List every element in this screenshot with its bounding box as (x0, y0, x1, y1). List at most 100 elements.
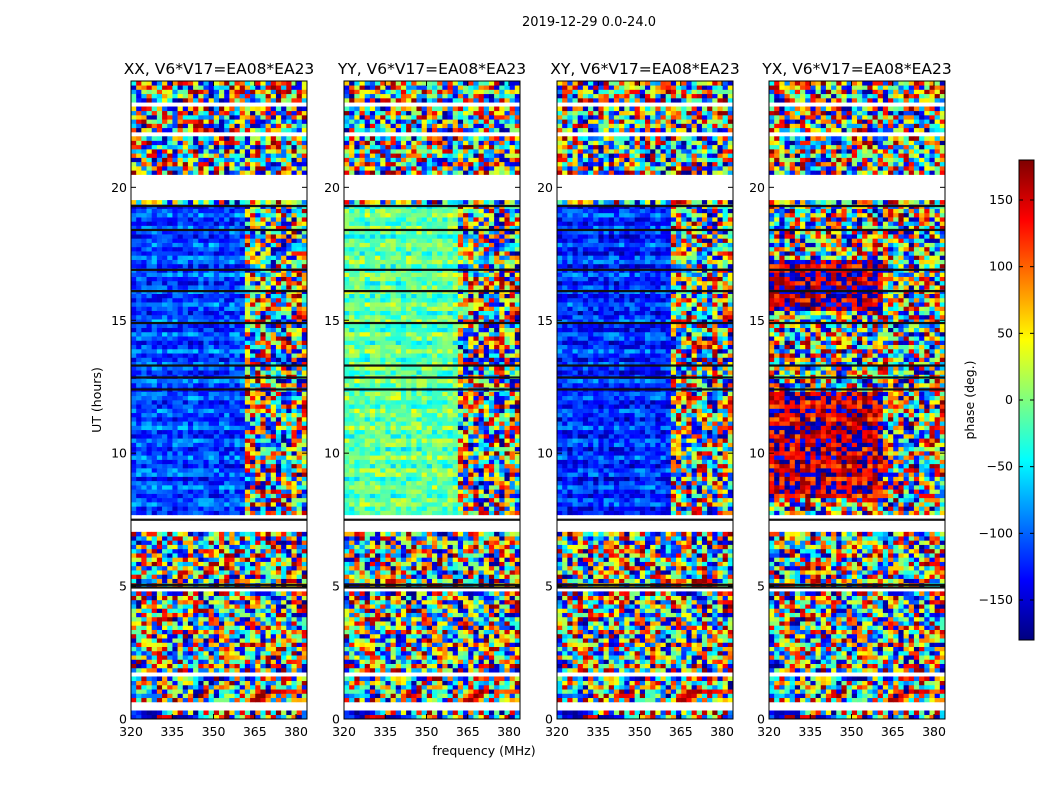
band-line (769, 376, 945, 379)
band-line (131, 290, 307, 293)
x-tick-label: 380 (710, 724, 734, 739)
y-axis-label: UT (hours) (89, 367, 104, 433)
colorbar-tick-label: −100 (979, 525, 1013, 540)
band-line (557, 268, 733, 271)
x-tick-label: 335 (373, 724, 397, 739)
x-tick-label: 365 (456, 724, 480, 739)
band-line (769, 290, 945, 293)
colorbar-tick-label: 100 (989, 259, 1013, 274)
panel-title-xy: XY, V6*V17=EA08*EA23 (550, 60, 739, 78)
colorbar: −150 −100 −50 0 50 100 150 (979, 159, 1035, 641)
band-line (557, 518, 733, 521)
x-tick-label: 335 (160, 724, 184, 739)
band-line (769, 228, 945, 232)
colorbar-label: phase (deg.) (962, 361, 977, 440)
x-tick-label: 380 (922, 724, 946, 739)
band-line (769, 586, 945, 589)
panels: XX, V6*V17=EA08*EA23 320 335 350 365 380 0 5 10 1… (111, 60, 952, 739)
band-line (557, 321, 733, 325)
y-tick-label: 20 (537, 180, 553, 195)
x-tick-label: 320 (332, 724, 356, 739)
y-tick-label: 5 (757, 579, 765, 594)
band-line (344, 388, 520, 391)
band-line (131, 518, 307, 521)
colorbar-tick-label: −150 (979, 592, 1013, 607)
band-line (131, 586, 307, 589)
heatmap-yx (769, 81, 946, 720)
y-tick-label: 5 (332, 579, 340, 594)
band-line (557, 388, 733, 391)
panel-xx: XX, V6*V17=EA08*EA23 320 335 350 365 380 0 5 10 1… (111, 60, 314, 739)
y-tick-label: 10 (537, 446, 553, 461)
panel-title-yx: YX, V6*V17=EA08*EA23 (761, 60, 951, 78)
band-line (344, 204, 520, 208)
panel-frame (130, 80, 308, 720)
x-tick-label: 350 (415, 724, 439, 739)
band-line (131, 364, 307, 367)
panel-xy: XY, V6*V17=EA08*EA23 320 335 350 365 380 0 5 10 1… (537, 60, 740, 739)
x-axis-label: frequency (MHz) (432, 743, 535, 758)
x-tick-label: 380 (284, 724, 308, 739)
panel-title-xx: XX, V6*V17=EA08*EA23 (124, 60, 315, 78)
band-line (769, 583, 945, 586)
panel-yx: YX, V6*V17=EA08*EA23 320 335 350 365 380 0 5 10 1… (749, 60, 952, 739)
heatmap-yy (344, 81, 521, 720)
panel-frame (556, 80, 734, 720)
band-line (769, 364, 945, 367)
band-line (344, 228, 520, 232)
band-line (344, 268, 520, 271)
band-line (769, 321, 945, 325)
band-line (557, 583, 733, 586)
x-tick-label: 380 (497, 724, 521, 739)
band-line (131, 228, 307, 232)
x-tick-label: 350 (840, 724, 864, 739)
y-tick-label: 0 (757, 712, 765, 727)
y-tick-label: 20 (749, 180, 765, 195)
band-line (344, 290, 520, 293)
band-line (769, 268, 945, 271)
y-tick-label: 0 (332, 712, 340, 727)
y-tick-label: 10 (749, 446, 765, 461)
heatmap-xy (557, 81, 734, 720)
band-line (344, 364, 520, 367)
band-line (131, 583, 307, 586)
band-line (344, 376, 520, 379)
colorbar-tick-label: −50 (987, 459, 1013, 474)
x-tick-label: 350 (202, 724, 226, 739)
figure-suptitle: 2019-12-29 0.0-24.0 (522, 15, 656, 30)
band-line (769, 518, 945, 521)
band-line (344, 586, 520, 589)
band-line (557, 228, 733, 232)
band-line (131, 268, 307, 271)
band-line (557, 376, 733, 379)
y-tick-label: 15 (111, 313, 127, 328)
y-tick-label: 15 (537, 313, 553, 328)
x-tick-label: 365 (669, 724, 693, 739)
panel-frame (343, 80, 521, 720)
x-tick-label: 335 (586, 724, 610, 739)
y-tick-label: 10 (111, 446, 127, 461)
x-tick-label: 320 (119, 724, 143, 739)
y-tick-label: 15 (749, 313, 765, 328)
colorbar-tick-label: 50 (997, 325, 1013, 340)
band-line (769, 388, 945, 391)
y-tick-label: 20 (324, 180, 340, 195)
band-line (769, 204, 945, 208)
y-tick-label: 5 (119, 579, 127, 594)
band-line (557, 204, 733, 208)
panel-frame (768, 80, 946, 720)
x-tick-label: 320 (545, 724, 569, 739)
x-tick-label: 350 (628, 724, 652, 739)
band-line (557, 290, 733, 293)
y-tick-label: 10 (324, 446, 340, 461)
y-tick-label: 5 (545, 579, 553, 594)
y-tick-label: 15 (324, 313, 340, 328)
panel-title-yy: YY, V6*V17=EA08*EA23 (337, 60, 526, 78)
colorbar-tick-label: 0 (1005, 392, 1013, 407)
band-line (131, 321, 307, 325)
colorbar-tick-label: 150 (989, 192, 1013, 207)
band-line (557, 586, 733, 589)
band-line (344, 583, 520, 586)
x-tick-label: 365 (881, 724, 905, 739)
band-line (131, 388, 307, 391)
